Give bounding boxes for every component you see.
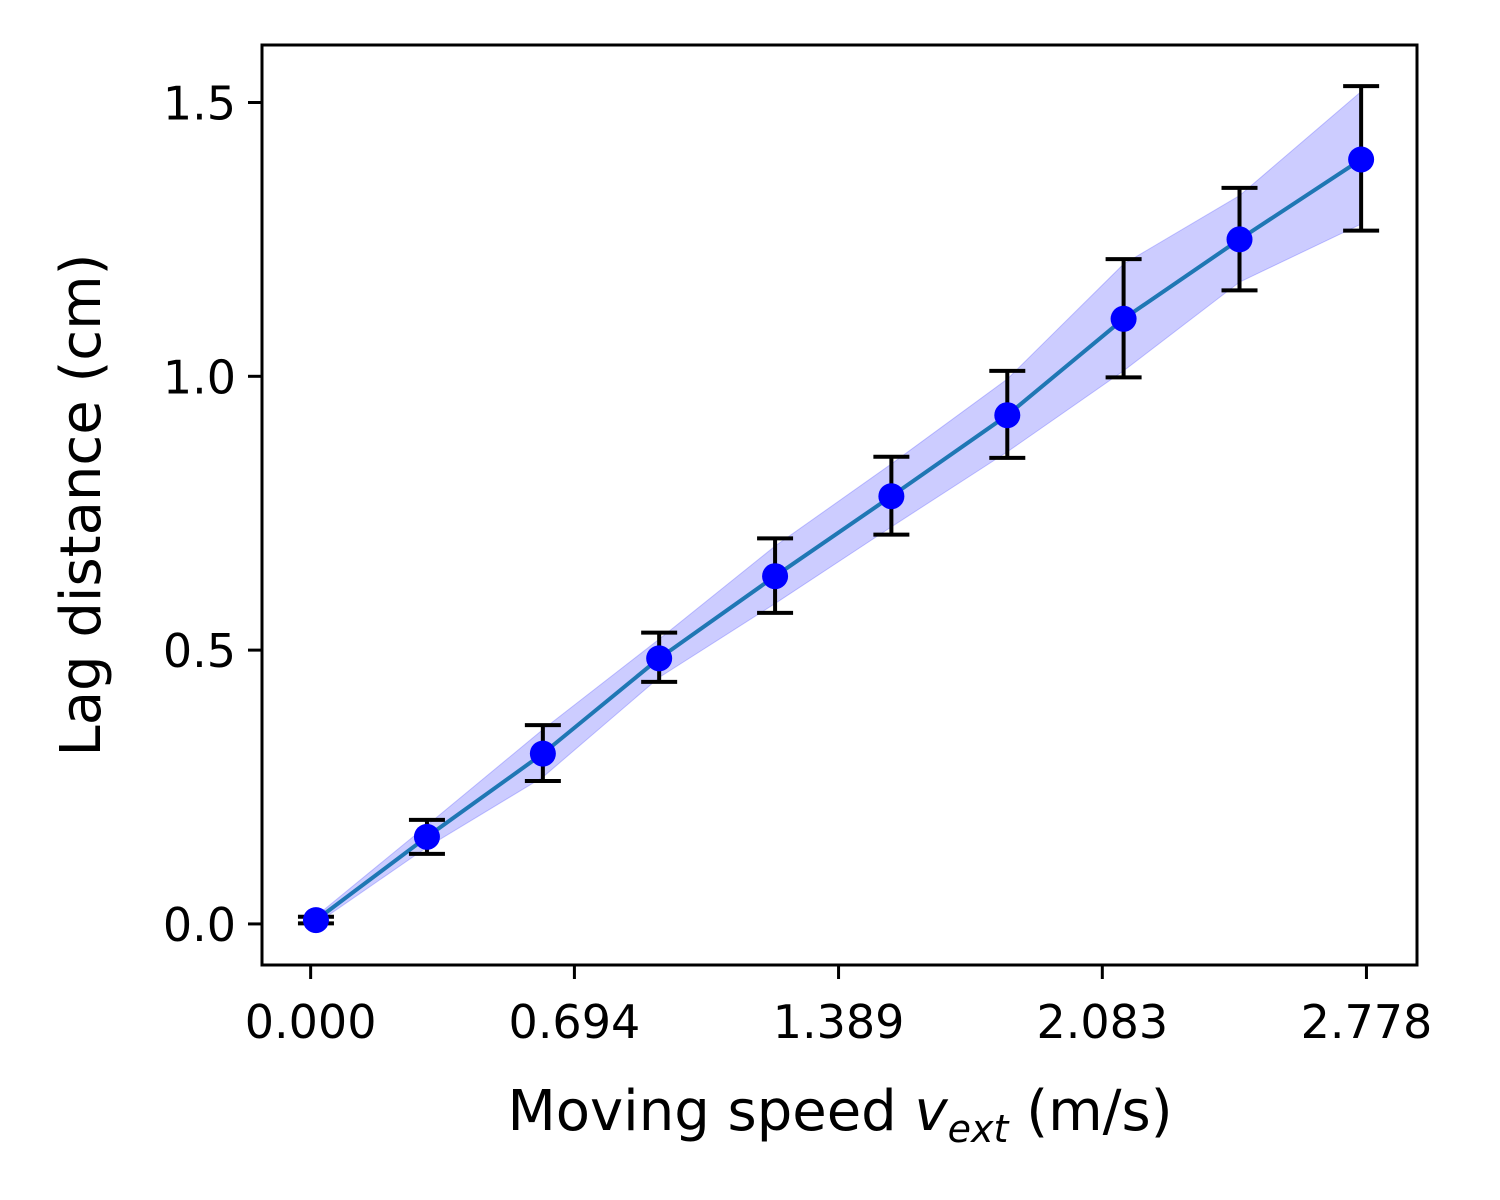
y-axis-label: Lag distance (cm) bbox=[49, 254, 114, 757]
x-tick-label: 2.083 bbox=[1036, 995, 1168, 1049]
x-tick-label: 2.778 bbox=[1301, 995, 1433, 1049]
y-tick-label: 0.0 bbox=[163, 898, 236, 952]
data-point bbox=[878, 483, 905, 510]
x-axis-label-variable: v bbox=[915, 1079, 949, 1144]
data-point bbox=[646, 645, 673, 672]
x-axis-label-suffix: (m/s) bbox=[1008, 1079, 1172, 1144]
series-line-layer bbox=[314, 157, 1363, 922]
data-point bbox=[1348, 146, 1375, 173]
x-tick-label: 1.389 bbox=[773, 995, 905, 1049]
series-line bbox=[314, 157, 1363, 922]
data-point bbox=[762, 563, 789, 590]
data-point bbox=[529, 740, 556, 767]
x-tick-label: 0.000 bbox=[245, 995, 377, 1049]
y-tick-label: 1.5 bbox=[163, 77, 236, 131]
y-tick-label: 1.0 bbox=[163, 350, 236, 404]
marker-layer bbox=[302, 146, 1375, 934]
x-axis-label: Moving speed vext (m/s) bbox=[507, 1079, 1172, 1151]
data-point bbox=[1110, 305, 1137, 332]
x-axis-label-prefix: Moving speed bbox=[507, 1079, 914, 1144]
y-tick-label: 0.5 bbox=[163, 624, 236, 678]
y-axis-ticks: 0.0 0.5 1.0 1.5 bbox=[163, 77, 262, 952]
data-point bbox=[413, 823, 440, 850]
data-point bbox=[994, 402, 1021, 429]
x-axis-ticks: 0.000 0.694 1.389 2.083 2.778 bbox=[245, 965, 1433, 1049]
x-axis-label-subscript: ext bbox=[948, 1107, 1011, 1151]
plot-area bbox=[297, 84, 1380, 934]
x-tick-label: 0.694 bbox=[509, 995, 641, 1049]
data-point bbox=[302, 907, 329, 934]
data-point bbox=[1226, 226, 1253, 253]
